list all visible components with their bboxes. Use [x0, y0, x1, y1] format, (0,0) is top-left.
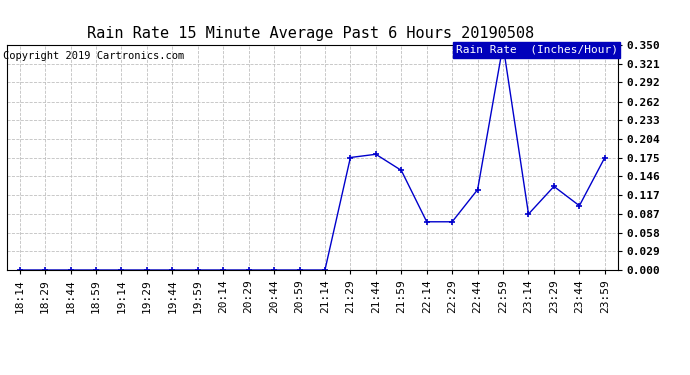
Text: Copyright 2019 Cartronics.com: Copyright 2019 Cartronics.com [3, 51, 185, 61]
Text: Rain Rate 15 Minute Average Past 6 Hours 20190508: Rain Rate 15 Minute Average Past 6 Hours… [87, 26, 534, 41]
Text: Rain Rate  (Inches/Hour): Rain Rate (Inches/Hour) [455, 45, 618, 55]
